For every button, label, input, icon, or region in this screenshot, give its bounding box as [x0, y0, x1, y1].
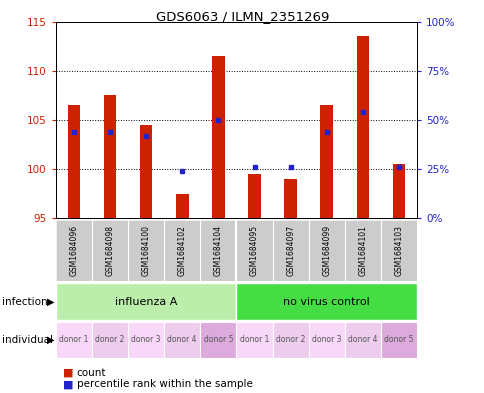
Bar: [380, 322, 416, 358]
Bar: [56, 283, 236, 320]
Text: count: count: [76, 367, 106, 378]
Text: ■: ■: [63, 379, 74, 389]
Text: no virus control: no virus control: [283, 297, 369, 307]
Bar: [356, 36, 368, 218]
Text: donor 1: donor 1: [239, 336, 269, 344]
Text: influenza A: influenza A: [115, 297, 177, 307]
Bar: [92, 322, 128, 358]
Bar: [56, 322, 92, 358]
Bar: [236, 322, 272, 358]
Text: individual: individual: [2, 335, 53, 345]
Text: GSM1684103: GSM1684103: [393, 225, 403, 276]
Text: GSM1684102: GSM1684102: [177, 225, 186, 276]
Text: GSM1684098: GSM1684098: [105, 225, 114, 276]
Bar: [248, 174, 260, 218]
Text: GDS6063 / ILMN_2351269: GDS6063 / ILMN_2351269: [155, 10, 329, 23]
Bar: [67, 105, 80, 218]
Bar: [176, 193, 188, 218]
Text: GSM1684100: GSM1684100: [141, 225, 151, 276]
Bar: [272, 322, 308, 358]
Text: GSM1684104: GSM1684104: [213, 225, 223, 276]
Text: GSM1684099: GSM1684099: [321, 225, 331, 276]
Text: GSM1684095: GSM1684095: [249, 225, 258, 276]
Text: donor 2: donor 2: [95, 336, 124, 344]
Bar: [212, 56, 224, 218]
Bar: [344, 322, 380, 358]
Text: GSM1684101: GSM1684101: [358, 225, 367, 276]
Text: donor 5: donor 5: [383, 336, 413, 344]
Text: donor 3: donor 3: [311, 336, 341, 344]
Text: donor 4: donor 4: [348, 336, 377, 344]
Bar: [128, 322, 164, 358]
Text: infection: infection: [2, 297, 48, 307]
Text: donor 5: donor 5: [203, 336, 233, 344]
Text: GSM1684096: GSM1684096: [69, 225, 78, 276]
Text: donor 4: donor 4: [167, 336, 197, 344]
Bar: [320, 105, 333, 218]
Text: percentile rank within the sample: percentile rank within the sample: [76, 379, 252, 389]
Bar: [164, 322, 200, 358]
Text: donor 1: donor 1: [59, 336, 89, 344]
Text: ▶: ▶: [46, 297, 54, 307]
Text: GSM1684097: GSM1684097: [286, 225, 295, 276]
Bar: [308, 322, 344, 358]
Bar: [139, 125, 152, 218]
Bar: [200, 322, 236, 358]
Bar: [236, 283, 416, 320]
Bar: [104, 95, 116, 218]
Text: ▶: ▶: [46, 335, 54, 345]
Text: donor 2: donor 2: [275, 336, 305, 344]
Text: donor 3: donor 3: [131, 336, 161, 344]
Text: ■: ■: [63, 367, 74, 378]
Bar: [392, 164, 405, 218]
Bar: [284, 179, 296, 218]
